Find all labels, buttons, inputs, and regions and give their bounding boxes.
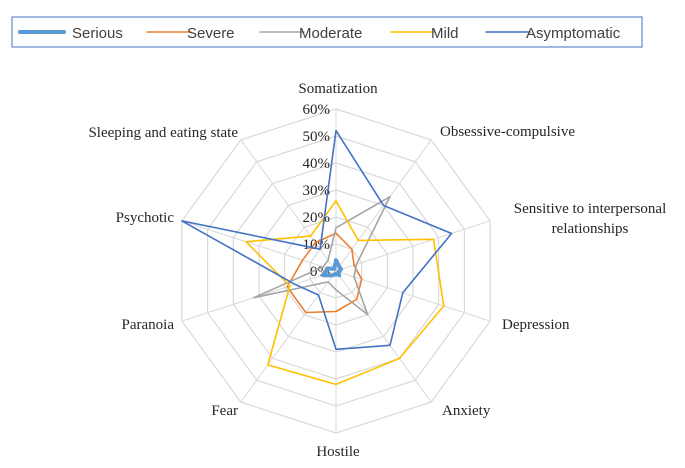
grid-spoke — [335, 220, 491, 272]
radial-tick-labels: 0%10%20%30%40%50%60% — [303, 102, 331, 280]
legend-label: Mild — [431, 25, 459, 42]
legend-label: Severe — [187, 25, 235, 42]
tick-label: 60% — [303, 102, 331, 118]
series-asymptomatic — [181, 129, 453, 351]
axis-labels: Somatization Obsessive-compulsive Sensitiv… — [88, 81, 666, 460]
grid-spoke — [181, 220, 337, 272]
axis-label: Obsessive-compulsive — [440, 124, 575, 140]
grid-spoke — [335, 270, 432, 403]
axis-label: Paranoia — [122, 317, 175, 333]
legend-label: Asymptomatic — [526, 25, 621, 42]
tick-label: 50% — [303, 129, 331, 145]
series-serious — [321, 258, 344, 278]
axis-label: Sleeping and eating state — [88, 125, 238, 141]
series-mild — [245, 200, 445, 386]
axis-label: Psychotic — [116, 210, 175, 226]
radar-series — [181, 129, 453, 386]
series-moderate — [253, 195, 391, 316]
legend-label: Moderate — [299, 25, 362, 42]
axis-label: Sensitive to interpersonal relationships — [514, 201, 666, 237]
legend-label: Serious — [72, 25, 123, 42]
tick-label: 10% — [303, 237, 331, 253]
axis-label: Hostile — [316, 444, 360, 460]
grid-spoke — [240, 270, 337, 403]
series-severe — [286, 232, 363, 314]
legend-frame — [11, 16, 643, 48]
tick-label: 40% — [303, 156, 331, 172]
tick-label: 30% — [303, 183, 331, 199]
axis-label: Fear — [211, 403, 238, 419]
legend: Serious Severe Moderate Mild Asymptomatic — [11, 16, 643, 48]
axis-label: Depression — [502, 317, 570, 333]
axis-label: Somatization — [298, 81, 378, 97]
tick-label: 20% — [303, 210, 331, 226]
axis-label: Anxiety — [442, 403, 491, 419]
